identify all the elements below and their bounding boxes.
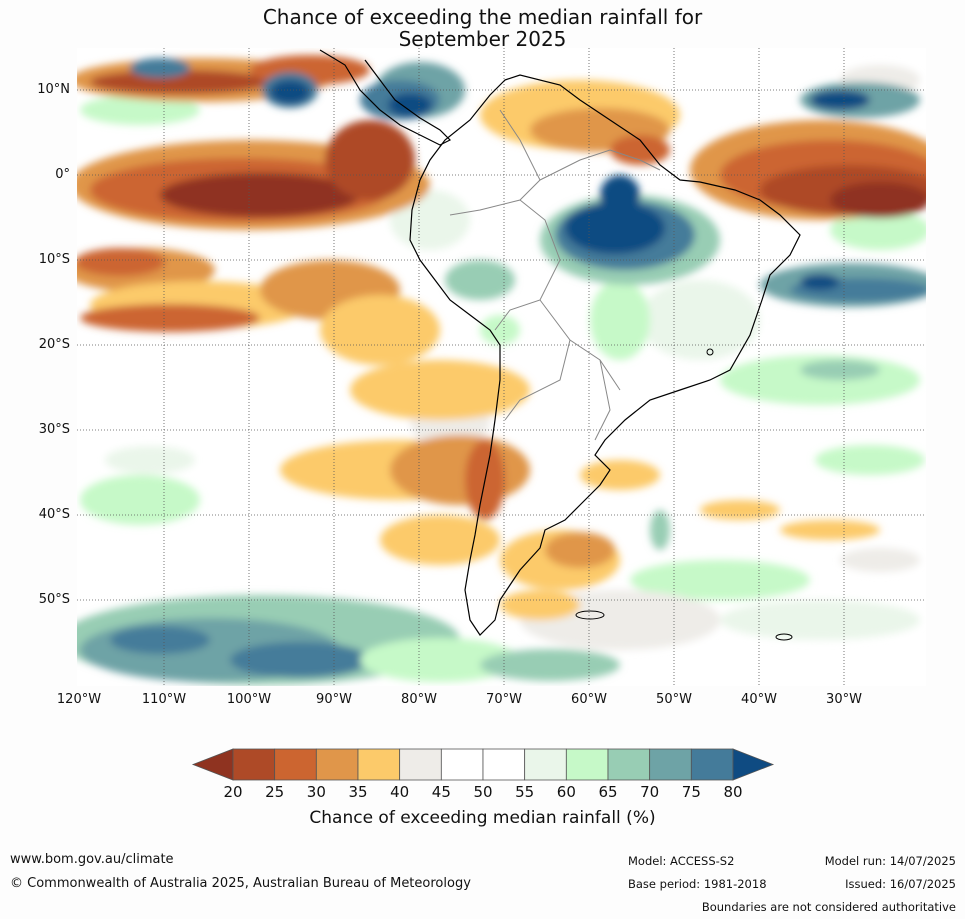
lon-label-120w: 120°W — [56, 692, 102, 707]
colorbar-arrow-low — [191, 748, 234, 781]
lon-label-80w: 80°W — [401, 692, 437, 707]
colorbar-tick-label: 25 — [265, 783, 285, 801]
lat-label-0: 0° — [55, 167, 70, 182]
colorbar-swatch — [274, 748, 317, 781]
colorbar-swatch — [649, 748, 692, 781]
central-america-coastline — [319, 49, 452, 146]
colorbar-tick-label: 40 — [390, 783, 410, 801]
colorbar-tick-label: 35 — [348, 783, 368, 801]
colorbar-swatch — [232, 748, 276, 781]
colorbar-swatch — [357, 748, 401, 781]
colorbar-swatch — [315, 748, 359, 781]
colorbar-tick-label: 30 — [306, 783, 326, 801]
lon-label-40w: 40°W — [741, 692, 777, 707]
lon-label-50w: 50°W — [656, 692, 692, 707]
colorbar-tick-label: 50 — [473, 783, 493, 801]
footer-model-run: Model run: 14/07/2025 — [824, 854, 956, 868]
map-title-line2: September 2025 — [398, 27, 567, 51]
footer-website: www.bom.gov.au/climate — [10, 852, 174, 867]
south-america-coastline — [409, 74, 801, 636]
country-borders — [449, 109, 661, 441]
colorbar-tick-label: 70 — [640, 783, 660, 801]
lon-label-60w: 60°W — [571, 692, 607, 707]
lat-label-30s: 30°S — [38, 422, 70, 437]
lat-label-10n: 10°N — [37, 82, 70, 97]
colorbar-swatch — [607, 748, 651, 781]
lon-label-110w: 110°W — [141, 692, 187, 707]
colorbar-tick-label: 75 — [681, 783, 701, 801]
colorbar-tick-label: 80 — [723, 783, 743, 801]
footer-issued: Issued: 16/07/2025 — [845, 877, 956, 891]
map-title-line1: Chance of exceeding the median rainfall … — [262, 5, 703, 29]
footer-model: Model: ACCESS-S2 — [628, 854, 735, 868]
colorbar-swatch — [565, 748, 609, 781]
footer-copyright: © Commonwealth of Australia 2025, Austra… — [10, 876, 471, 891]
colorbar-tick-label: 45 — [431, 783, 451, 801]
lat-label-10s: 10°S — [38, 252, 70, 267]
colorbar-swatch — [440, 748, 484, 781]
lat-label-40s: 40°S — [38, 507, 70, 522]
footer-disclaimer: Boundaries are not considered authoritat… — [701, 900, 956, 914]
map-field — [77, 48, 926, 686]
colorbar-swatch — [524, 748, 567, 781]
colorbar-tick-label: 55 — [515, 783, 535, 801]
lon-label-30w: 30°W — [826, 692, 862, 707]
colorbar-tick-label: 60 — [556, 783, 576, 801]
footer-base-period: Base period: 1981-2018 — [628, 877, 767, 891]
colorbar-swatch — [690, 748, 734, 781]
lon-label-70w: 70°W — [486, 692, 522, 707]
colorbar-arrow-high — [732, 748, 775, 781]
lat-label-50s: 50°S — [38, 592, 70, 607]
colorbar-swatch — [399, 748, 442, 781]
lon-label-90w: 90°W — [316, 692, 352, 707]
lon-label-100w: 100°W — [226, 692, 272, 707]
lat-label-20s: 20°S — [38, 337, 70, 352]
colorbar-tick-label: 20 — [223, 783, 243, 801]
colorbar-tick-label: 65 — [598, 783, 618, 801]
colorbar-title: Chance of exceeding median rainfall (%) — [309, 808, 656, 828]
colorbar-swatch — [482, 748, 526, 781]
